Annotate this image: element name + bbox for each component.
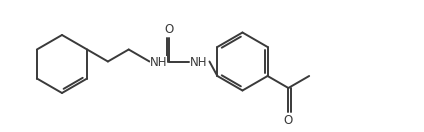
Text: NH: NH <box>190 56 207 69</box>
Text: O: O <box>165 23 174 36</box>
Text: O: O <box>284 114 293 126</box>
Text: NH: NH <box>150 56 167 69</box>
